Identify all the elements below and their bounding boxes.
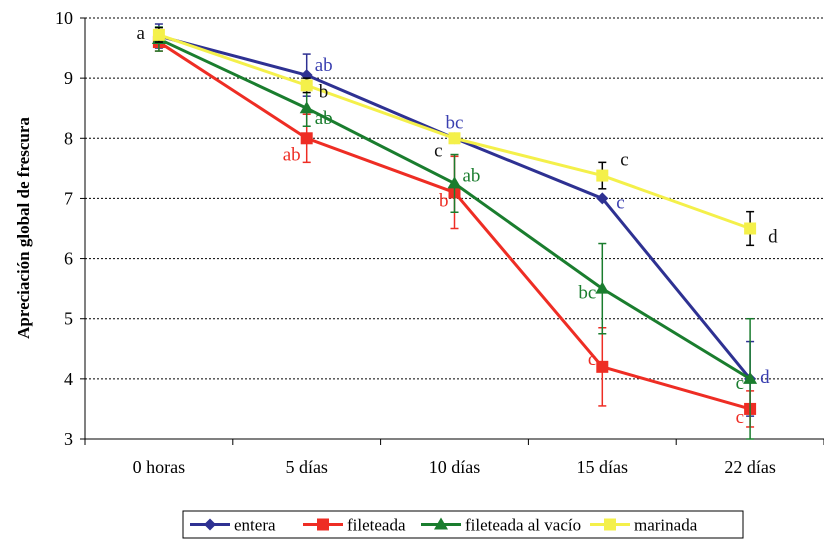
legend-entry: marinada (590, 516, 698, 535)
legend-box (182, 510, 744, 539)
data-label: b (319, 81, 329, 102)
data-label: ab (283, 144, 301, 165)
legend-label: fileteada (347, 516, 406, 535)
data-label: c (736, 407, 744, 428)
data-point (743, 371, 758, 384)
data-point (596, 360, 609, 373)
data-label: bc (446, 112, 464, 133)
x-axis-ticks: 0 horas 5 días 10 días 15 días 22 días (84, 439, 824, 477)
legend-label: entera (234, 516, 276, 535)
data-point (448, 132, 461, 145)
y-tick-label: 5 (64, 309, 73, 329)
x-tick-label: 15 días (577, 457, 629, 477)
data-point (300, 132, 313, 145)
data-label: ab (463, 165, 481, 186)
series-fileteada (152, 32, 757, 428)
data-label: ab (315, 55, 333, 76)
data-label: d (768, 227, 778, 248)
data-label: ab (315, 108, 333, 129)
data-point (317, 518, 329, 531)
series-fileteada-al-vacío (151, 26, 758, 440)
data-label: b (439, 190, 449, 211)
data-point (447, 176, 462, 189)
legend: entera fileteada fileteada al vacío marinad… (182, 510, 744, 539)
data-point (204, 518, 216, 531)
data-point (300, 79, 313, 92)
y-axis-label: Apreciación global de frescura (14, 117, 33, 339)
data-label: c (620, 150, 628, 171)
data-label: a (136, 23, 145, 44)
y-tick-label: 9 (64, 68, 73, 88)
axes (84, 18, 824, 440)
y-tick-label: 8 (64, 128, 73, 148)
legend-label: fileteada al vacío (465, 516, 581, 535)
data-label: c (434, 140, 442, 161)
legend-label: marinada (634, 516, 698, 535)
data-point (595, 281, 610, 294)
x-tick-label: 22 días (724, 457, 776, 477)
legend-entry: fileteada al vacío (421, 516, 581, 535)
series-marinada (152, 26, 757, 247)
data-label: c (616, 192, 624, 213)
x-tick-label: 10 días (429, 457, 481, 477)
legend-entry: fileteada (303, 516, 406, 535)
y-tick-label: 4 (64, 369, 73, 389)
data-label: d (760, 367, 770, 388)
data-point (596, 192, 609, 205)
series-group (151, 23, 758, 440)
data-point (152, 28, 165, 41)
data-point (744, 222, 757, 235)
y-tick-label: 7 (64, 188, 73, 208)
data-label: bc (578, 283, 596, 304)
data-point (434, 517, 448, 530)
x-tick-label: 0 horas (133, 457, 186, 477)
y-axis-ticks: 3 4 5 6 7 8 9 10 (55, 8, 85, 449)
legend-entry: entera (190, 516, 276, 535)
y-tick-label: 6 (64, 249, 73, 269)
data-point (596, 169, 609, 182)
y-tick-label: 3 (64, 429, 73, 449)
data-point (604, 518, 616, 531)
data-point (299, 101, 314, 114)
data-label: c (736, 373, 744, 394)
y-tick-label: 10 (55, 8, 73, 28)
data-label: c (588, 349, 596, 370)
x-tick-label: 5 días (285, 457, 328, 477)
